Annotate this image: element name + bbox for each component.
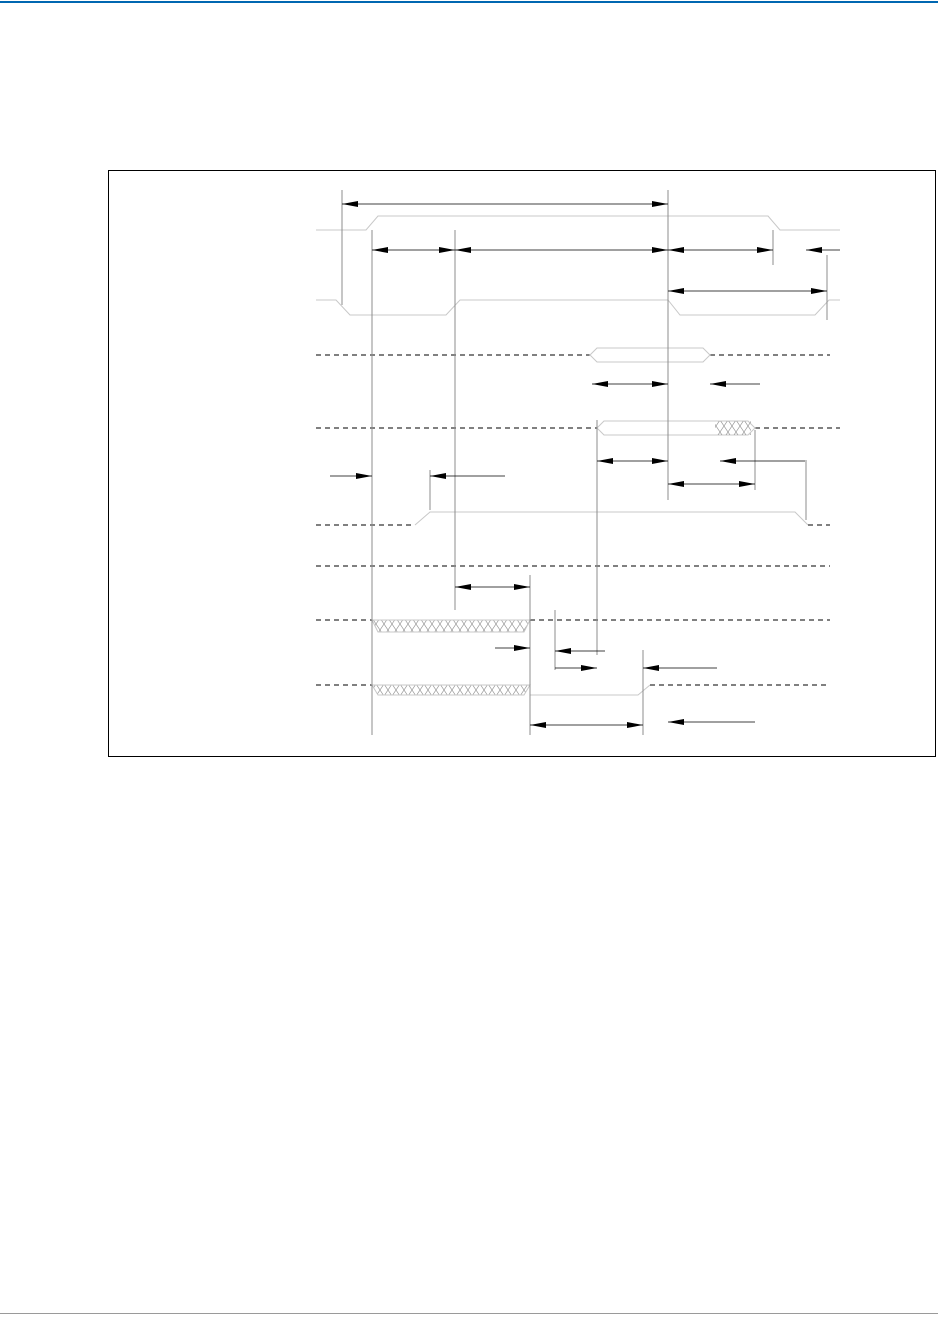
arrowhead — [514, 584, 530, 590]
arrowhead — [439, 247, 455, 253]
diagram-frame — [108, 170, 936, 757]
arrowhead — [430, 473, 446, 479]
arrowhead — [652, 458, 668, 464]
arrowhead — [652, 247, 668, 253]
header-rule — [0, 1, 938, 3]
arrowhead — [372, 247, 388, 253]
arrowhead — [739, 481, 755, 487]
signal-waveform-3 — [414, 511, 809, 526]
timing-guides — [341, 190, 828, 735]
arrowhead — [668, 288, 684, 294]
arrowhead — [720, 458, 736, 464]
waveforms — [316, 215, 840, 696]
arrowhead — [710, 381, 726, 387]
arrowhead — [455, 584, 471, 590]
arrowhead — [652, 201, 668, 207]
arrowhead — [581, 665, 597, 671]
arrowhead — [811, 288, 827, 294]
signal-waveform-1 — [316, 215, 840, 231]
data-invalid-hatch — [371, 619, 531, 633]
signal-waveform-2 — [316, 299, 840, 316]
arrowhead — [668, 719, 684, 725]
arrowhead — [627, 722, 643, 728]
arrowhead — [514, 645, 530, 651]
timing-arrows — [330, 201, 840, 728]
arrowhead — [555, 648, 571, 654]
arrowhead — [592, 381, 608, 387]
arrowhead — [806, 247, 822, 253]
arrowhead — [455, 247, 471, 253]
arrowhead — [668, 481, 684, 487]
arrowhead — [668, 247, 684, 253]
arrowhead — [652, 381, 668, 387]
data-invalid-hatch — [371, 684, 531, 696]
data-valid-bus — [589, 347, 711, 363]
arrowhead — [342, 201, 358, 207]
signal-waveform-4 — [530, 684, 651, 696]
footer-rule — [0, 1313, 938, 1314]
arrowhead — [530, 722, 546, 728]
data-valid-bus — [596, 420, 756, 436]
data-invalid-hatch — [715, 421, 751, 435]
arrowhead — [597, 458, 613, 464]
arrowhead — [356, 473, 372, 479]
arrowhead — [757, 247, 773, 253]
arrowhead — [643, 665, 659, 671]
